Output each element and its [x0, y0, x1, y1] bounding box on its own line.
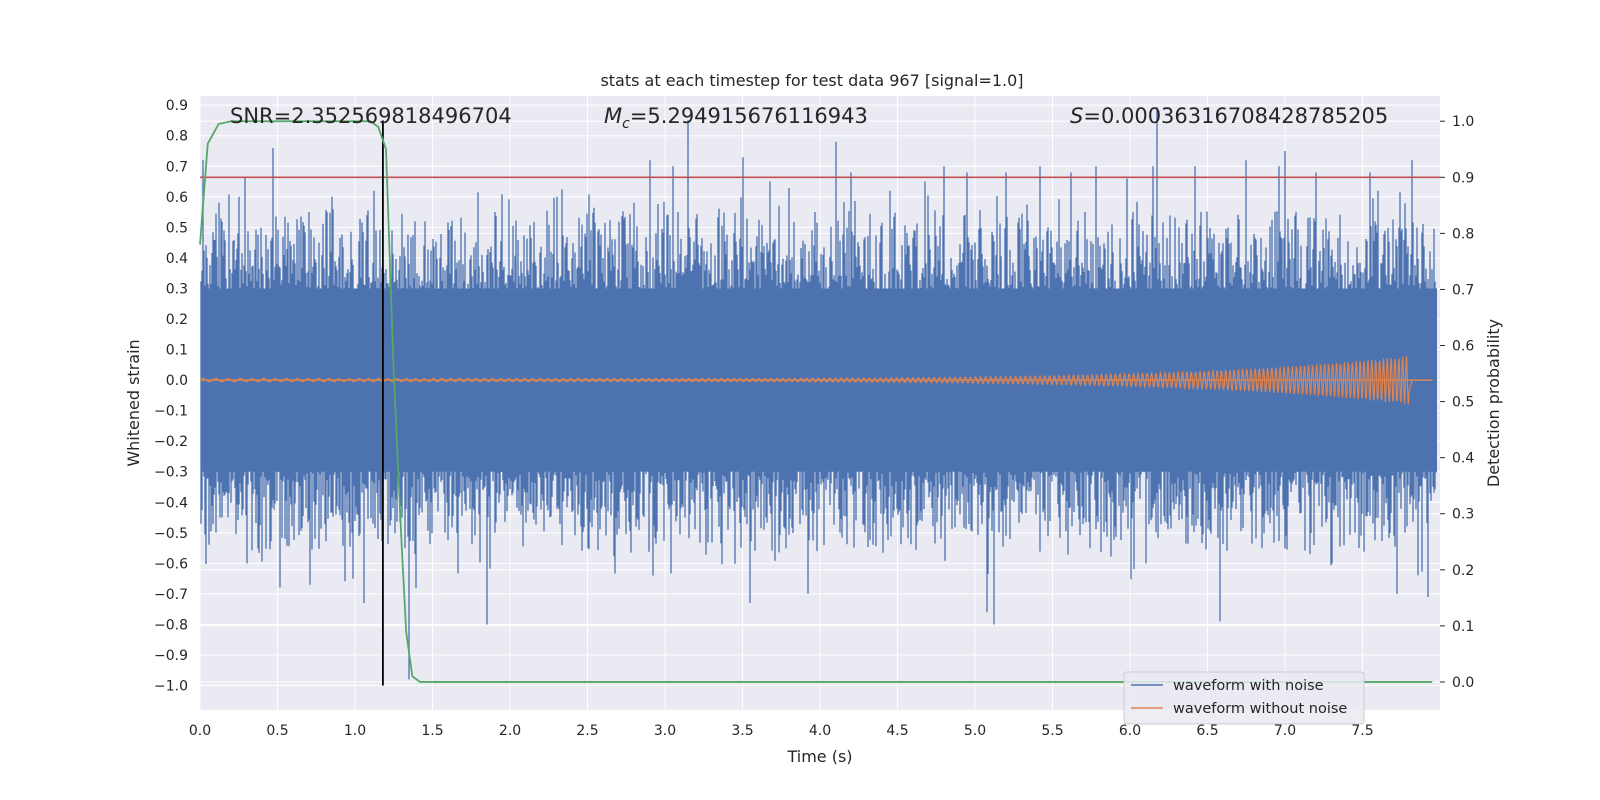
chirp-mass-annotation: Mc=5.294915676116943 [604, 104, 868, 132]
chirp-mass-symbol: M [604, 104, 622, 128]
overlay-marks [200, 120, 1440, 686]
x-tick-label: 2.5 [576, 723, 598, 739]
x-tick-label: 2.0 [499, 723, 521, 739]
left-y-tick-label: 0.1 [166, 343, 188, 359]
left-y-tick-label: 0.8 [166, 129, 188, 145]
right-y-tick-label: 0.1 [1452, 619, 1474, 635]
x-tick-label: 1.0 [344, 723, 366, 739]
detection-probability-line [199, 120, 1433, 683]
s-annotation: S=0.00036316708428785205 [1070, 104, 1388, 128]
x-tick-label: 7.0 [1274, 723, 1296, 739]
right-y-axis: 1.0 0.9 0.8 0.7 0.6 0.5 0.4 0.3 0.2 0.1 0.0 [1440, 114, 1474, 691]
x-tick-label: 3.5 [731, 723, 753, 739]
left-y-tick-label: −0.5 [154, 526, 188, 542]
left-y-tick-label: 0.3 [166, 281, 188, 297]
left-y-tick-label: 0.9 [166, 98, 188, 114]
left-y-tick-label: −1.0 [154, 679, 188, 695]
left-y-tick-label: −0.1 [154, 404, 188, 420]
legend: waveform with noise waveform without noi… [1123, 671, 1365, 725]
x-tick-label: 1.5 [421, 723, 443, 739]
left-y-tick-label: 0.2 [166, 312, 188, 328]
legend-box [1123, 671, 1365, 725]
right-y-tick-label: 0.2 [1452, 563, 1474, 579]
left-y-tick-label: −0.4 [154, 495, 188, 511]
right-y-tick-label: 0.3 [1452, 507, 1474, 523]
chart-title: stats at each timestep for test data 967… [600, 71, 1023, 90]
x-tick-label: 7.5 [1351, 723, 1373, 739]
x-tick-label: 5.5 [1041, 723, 1063, 739]
x-tick-label: 4.0 [809, 723, 831, 739]
left-y-tick-label: −0.8 [154, 617, 188, 633]
left-y-tick-label: 0.5 [166, 220, 188, 236]
left-y-tick-label: 0.7 [166, 159, 188, 175]
left-y-tick-label: 0.4 [166, 251, 188, 267]
x-tick-label: 6.0 [1119, 723, 1141, 739]
x-axis: 0.0 0.5 1.0 1.5 2.0 2.5 3.0 3.5 4.0 4.5 5.0 5.5 6.0 6… [189, 723, 1374, 739]
right-y-tick-label: 0.8 [1452, 226, 1474, 242]
x-tick-label: 6.5 [1196, 723, 1218, 739]
right-y-tick-label: 0.9 [1452, 170, 1474, 186]
right-y-tick-label: 0.0 [1452, 675, 1474, 691]
x-tick-label: 0.5 [266, 723, 288, 739]
s-symbol: S [1070, 104, 1083, 128]
right-y-tick-label: 1.0 [1452, 114, 1474, 130]
annotations: SNR=2.352569818496704 Mc=5.2949156761169… [230, 104, 1388, 132]
x-axis-label: Time (s) [786, 747, 852, 766]
s-value: =0.00036316708428785205 [1083, 104, 1388, 128]
x-tick-label: 4.5 [886, 723, 908, 739]
right-y-axis-label: Detection probability [1484, 319, 1503, 487]
x-tick-label: 3.0 [654, 723, 676, 739]
left-y-tick-label: −0.6 [154, 556, 188, 572]
left-y-tick-label: −0.3 [154, 465, 188, 481]
left-y-tick-label: −0.2 [154, 434, 188, 450]
waveform-without-noise-series [199, 356, 1433, 405]
left-y-axis-label: Whitened strain [124, 339, 143, 466]
left-y-tick-label: 0.0 [166, 373, 188, 389]
detection-probability-series [199, 120, 1433, 683]
right-y-tick-label: 0.4 [1452, 451, 1474, 467]
left-y-tick-label: −0.9 [154, 648, 188, 664]
chirp-mass-value: =5.294915676116943 [630, 104, 868, 128]
x-tick-label: 0.0 [189, 723, 211, 739]
legend-label-waveform-with-noise: waveform with noise [1173, 678, 1324, 694]
left-y-tick-label: −0.7 [154, 587, 188, 603]
right-y-tick-label: 0.5 [1452, 395, 1474, 411]
chirp-mass-subscript: c [622, 116, 630, 132]
left-y-axis: 0.9 0.8 0.7 0.6 0.5 0.4 0.3 0.2 0.1 0.0 −0.1 −0.2 −0… [154, 98, 188, 694]
snr-annotation: SNR=2.352569818496704 [230, 104, 512, 128]
right-y-tick-label: 0.6 [1452, 339, 1474, 355]
left-y-tick-label: 0.6 [166, 190, 188, 206]
x-tick-label: 5.0 [964, 723, 986, 739]
right-y-tick-label: 0.7 [1452, 282, 1474, 298]
legend-label-waveform-without-noise: waveform without noise [1173, 701, 1347, 717]
